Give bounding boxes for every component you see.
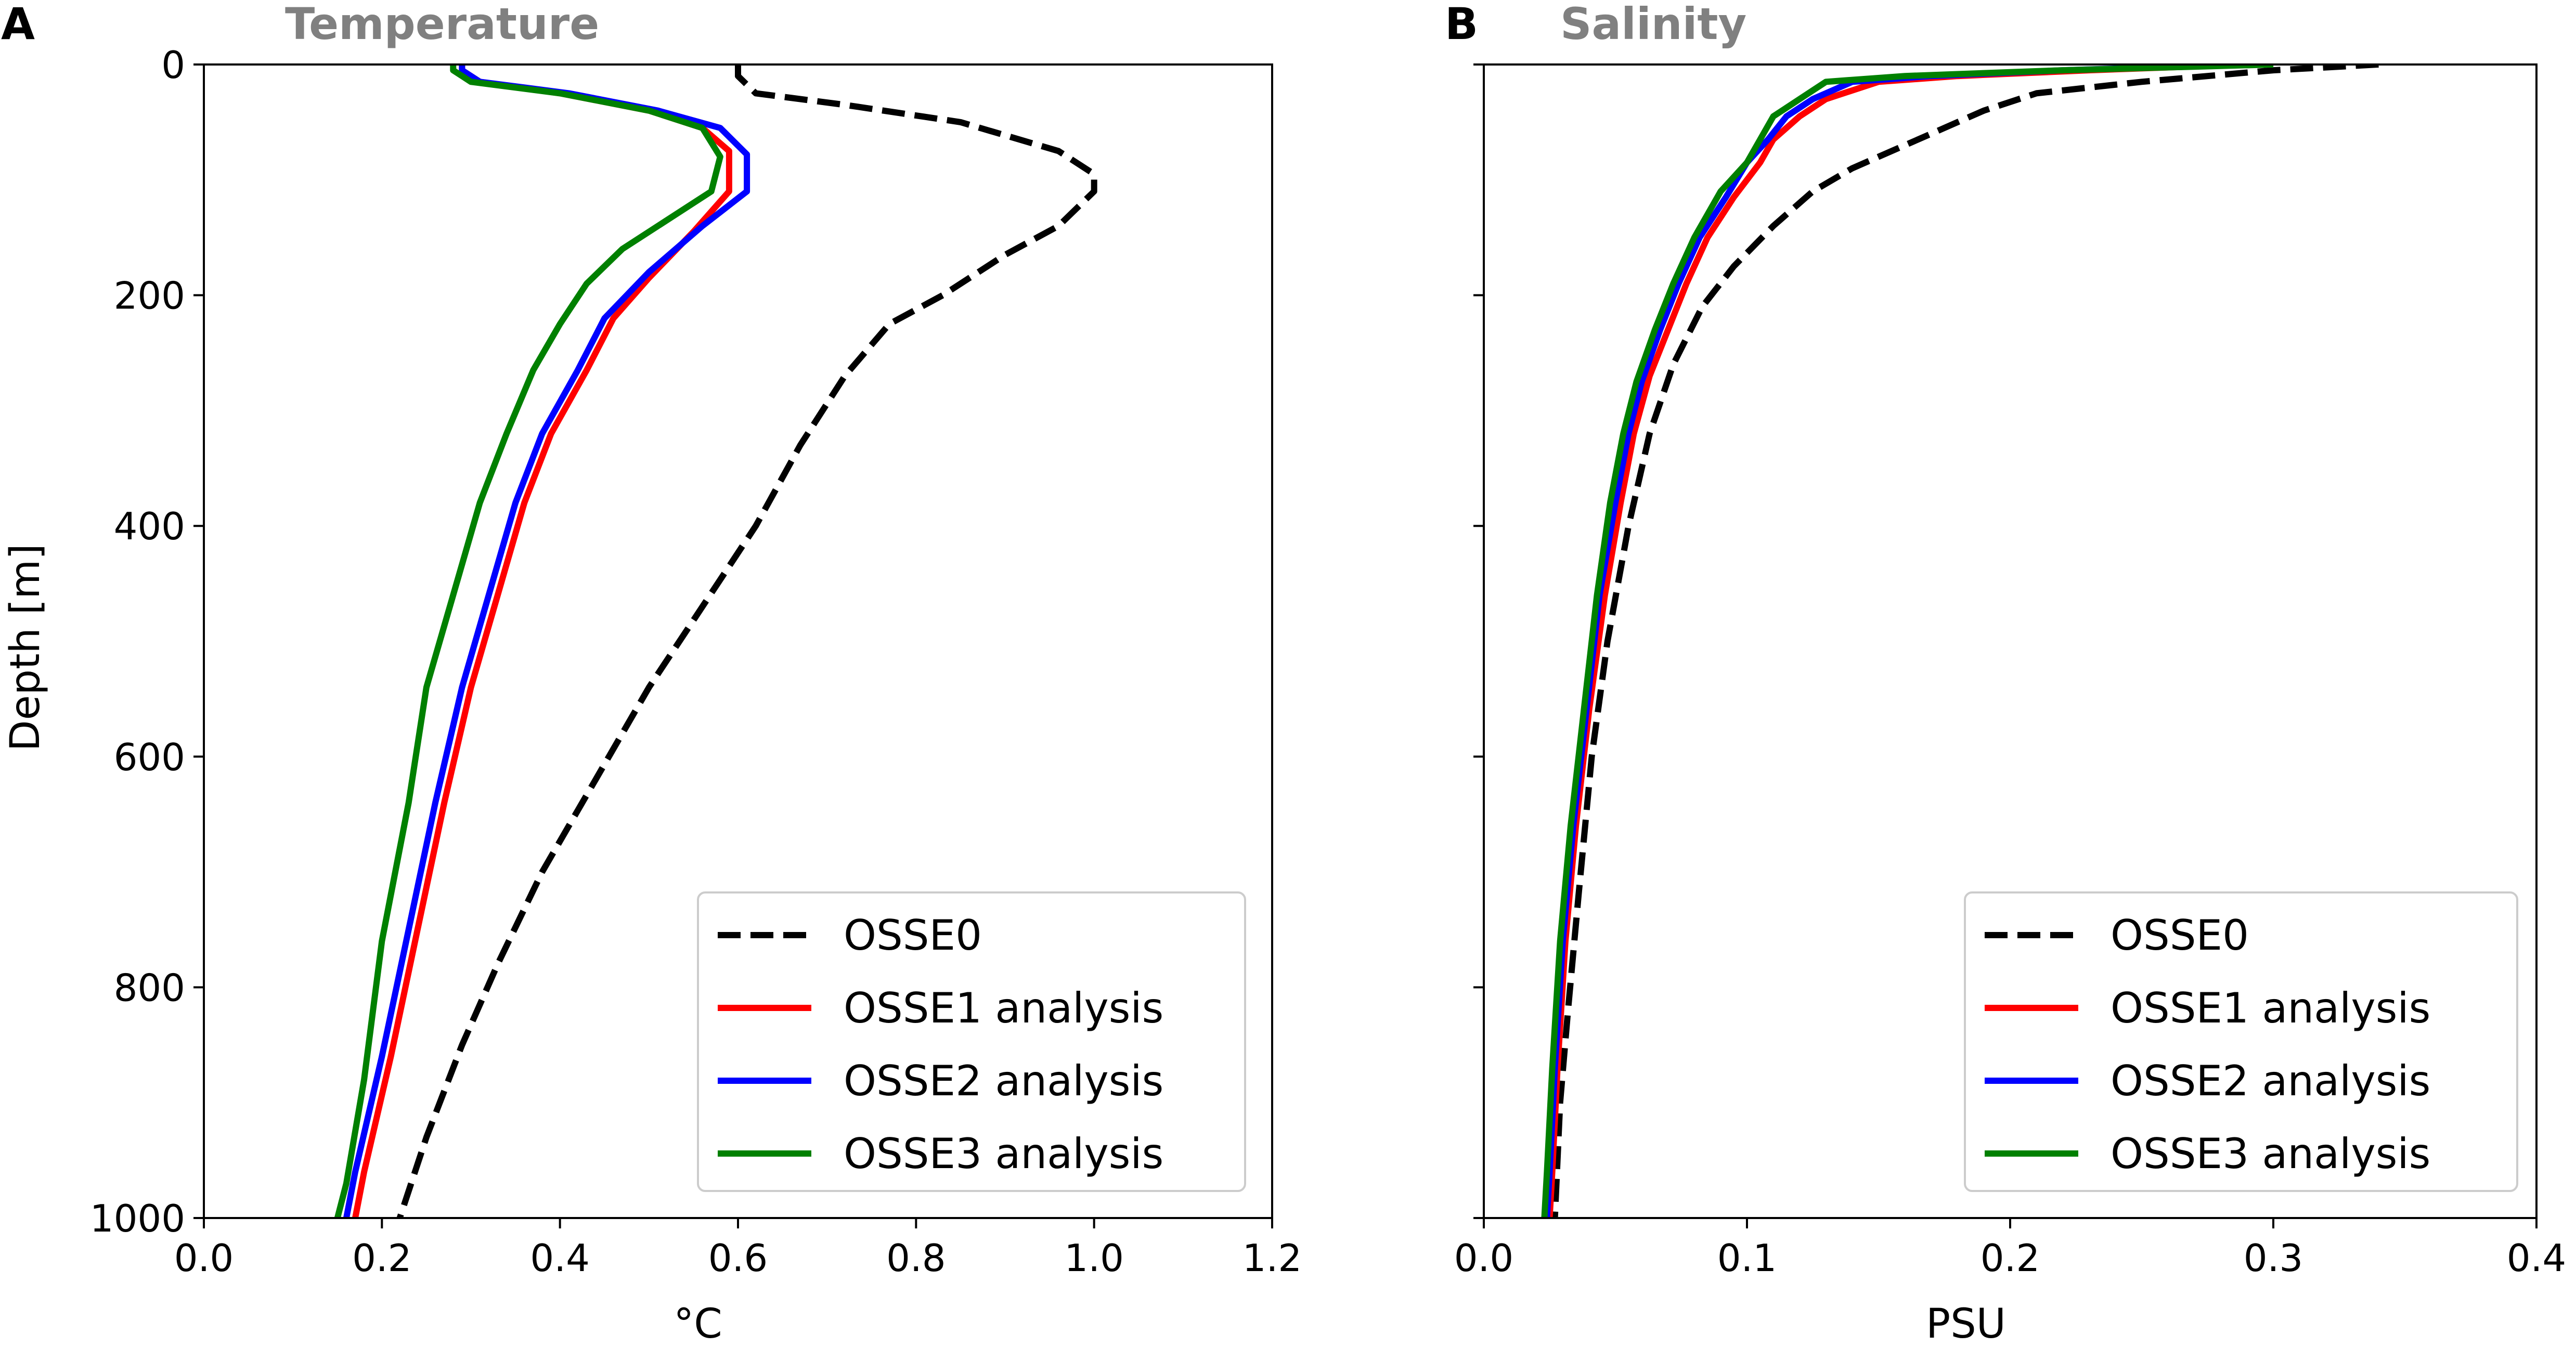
series-line-osse3-analysis-temperature [334, 64, 723, 1218]
x-tick-label: 0.2 [352, 1236, 412, 1280]
x-tick-label: 0.6 [708, 1236, 768, 1280]
x-tick-label: 0.8 [886, 1236, 946, 1280]
legend-label: OSSE3 analysis [844, 1130, 1163, 1178]
y-tick-label: 0 [161, 43, 185, 87]
y-tick-label: 1000 [90, 1197, 185, 1240]
plot-area-salinity [1483, 63, 2538, 1219]
panel-title-temperature: Temperature [285, 0, 599, 49]
panel-temperature: A Temperature 0.0 0.2 0.4 0.6 0.8 1.0 1.2 0 200… [1, 0, 1302, 1347]
y-tick-label: 200 [114, 274, 185, 318]
x-tick-label: 1.2 [1242, 1236, 1302, 1280]
legend-label: OSSE2 analysis [2111, 1057, 2430, 1105]
legend-box [697, 891, 1246, 1192]
legend-label: OSSE0 [844, 911, 982, 960]
x-tick-label: 0.3 [2244, 1236, 2303, 1280]
legend-temperature: OSSE0 OSSE1 analysis OSSE2 analysis OSSE3 a… [697, 891, 1246, 1192]
y-tick-label: 400 [114, 504, 185, 548]
panel-label-b: B [1445, 0, 1478, 49]
x-tick-label: 0.4 [530, 1236, 590, 1280]
legend-label: OSSE1 analysis [844, 984, 1163, 1032]
x-axis-label-salinity: PSU [1926, 1301, 2006, 1347]
y-axis-label-depth: Depth [m] [2, 543, 49, 751]
x-tick-label: 0.0 [174, 1236, 234, 1280]
series-line-osse0-temperature [396, 64, 1097, 1218]
x-tick-label: 0.4 [2507, 1236, 2567, 1280]
legend-label: OSSE3 analysis [2111, 1130, 2430, 1178]
legend-label: OSSE1 analysis [2111, 984, 2430, 1032]
x-tick-label: 0.2 [1980, 1236, 2040, 1280]
x-axis-label-temperature: °C [674, 1301, 722, 1347]
panel-label-a: A [1, 0, 35, 49]
y-tick-label: 800 [114, 966, 185, 1009]
series-line-osse3-analysis-salinity [1541, 64, 2274, 1218]
x-ticks-temperature: 0.0 0.2 0.4 0.6 0.8 1.0 1.2 [174, 1218, 1302, 1280]
y-ticks-salinity [1473, 63, 1484, 1219]
panel-salinity: B Salinity 0.0 0.1 0.2 0.3 0.4 PSU OSSE0OSSE… [1445, 0, 2566, 1347]
legend-box [1964, 891, 2518, 1192]
x-tick-label: 1.0 [1064, 1236, 1124, 1280]
x-tick-label: 0.1 [1717, 1236, 1777, 1280]
x-ticks-salinity: 0.0 0.1 0.2 0.3 0.4 [1454, 1218, 2567, 1280]
legend-salinity: OSSE0 OSSE1 analysis OSSE2 analysis OSSE3 a… [1964, 891, 2518, 1192]
legend-label: OSSE2 analysis [844, 1057, 1163, 1105]
y-ticks-temperature: 0 200 400 600 800 1000 [90, 43, 204, 1240]
panel-title-salinity: Salinity [1560, 0, 1746, 49]
series-line-osse0-salinity [1551, 64, 2379, 1218]
y-tick-label: 600 [114, 735, 185, 779]
legend-label: OSSE0 [2111, 911, 2249, 960]
x-tick-label: 0.0 [1454, 1236, 1514, 1280]
